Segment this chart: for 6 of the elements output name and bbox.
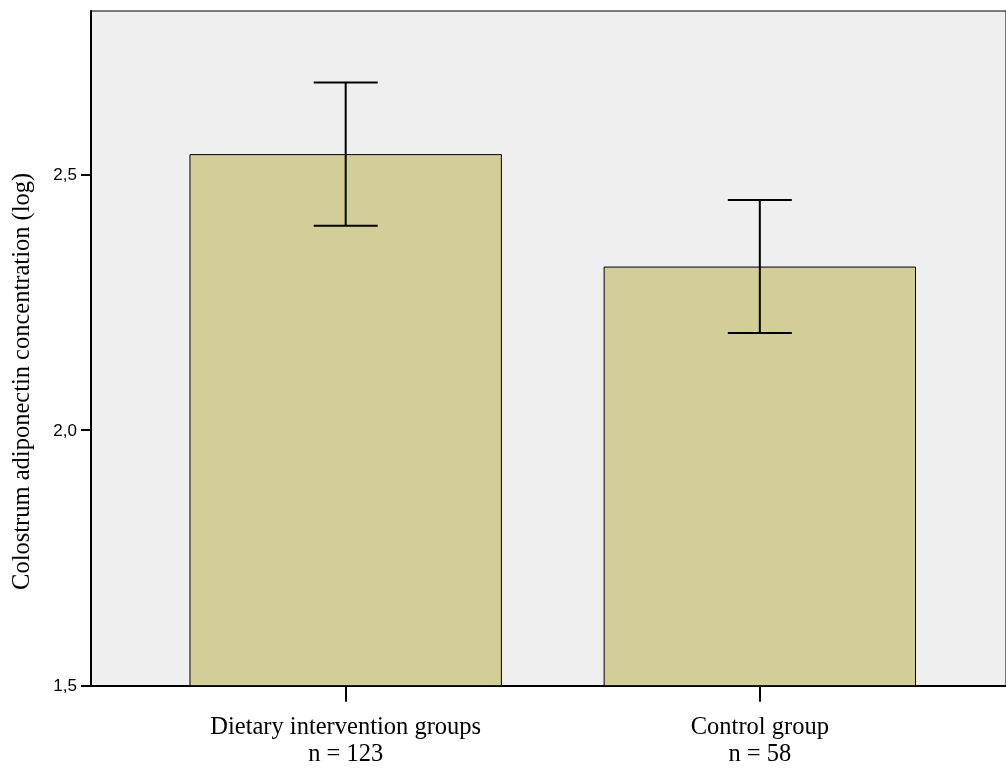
y-tick-label: 1,5 [53, 676, 77, 696]
y-axis-title: Colostrum adiponectin concentration (log) [7, 172, 35, 590]
x-tick-label: Dietary intervention groups n = 123 [210, 712, 482, 766]
x-tick-label: Control group n = 58 [690, 712, 829, 766]
y-tick-label: 2,5 [53, 165, 77, 185]
y-tick-label: 2,0 [53, 420, 77, 440]
